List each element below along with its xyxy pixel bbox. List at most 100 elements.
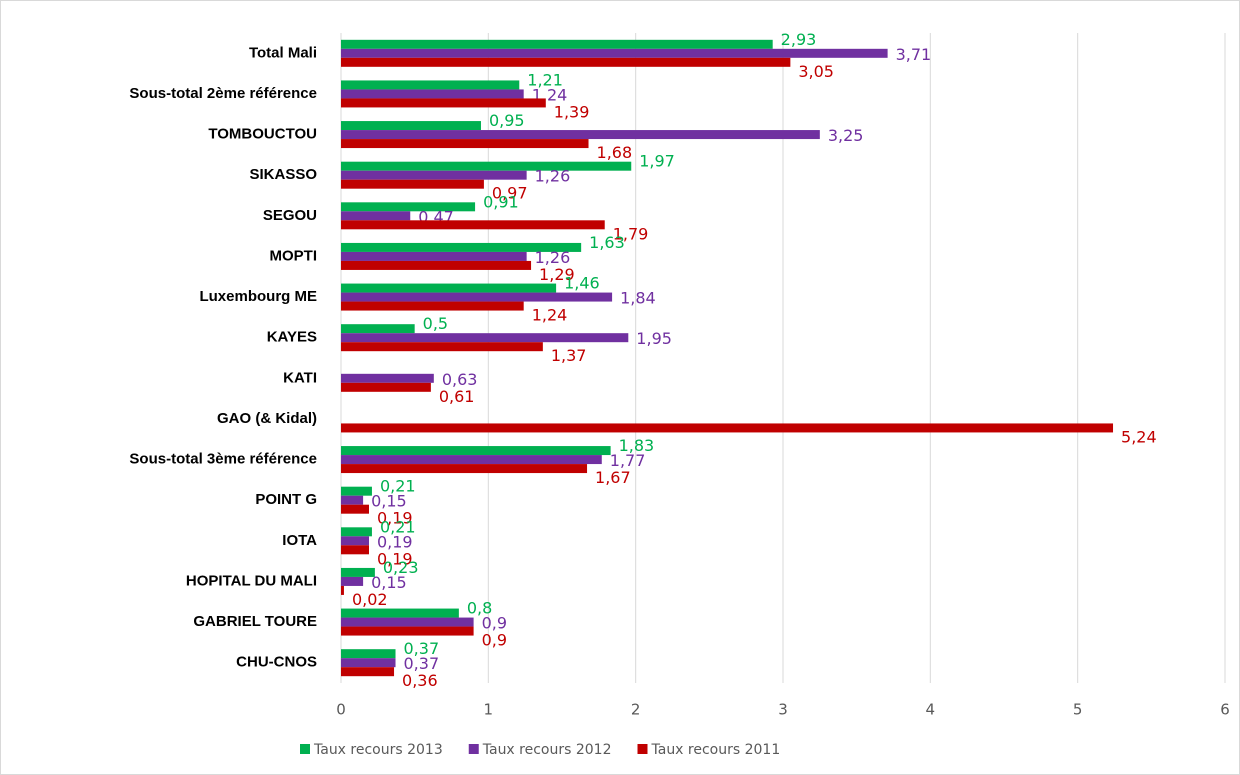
data-label: 1,37 [551, 346, 587, 365]
bar [341, 130, 820, 140]
bar [341, 576, 364, 586]
y-tick-label: GABRIEL TOURE [193, 613, 317, 630]
x-tick-label: 0 [336, 701, 346, 719]
x-tick-label: 3 [778, 701, 788, 719]
bar [341, 301, 524, 311]
bar [341, 39, 773, 49]
bar [341, 170, 527, 180]
data-label: 0,9 [482, 614, 507, 633]
bar [341, 527, 372, 537]
bar [341, 567, 375, 577]
data-label: 0,95 [489, 111, 525, 130]
bar [341, 382, 431, 392]
data-label: 3,05 [798, 62, 834, 81]
x-tick-label: 5 [1073, 701, 1083, 719]
y-tick-label: HOPITAL DU MALI [186, 572, 317, 589]
bar [341, 373, 434, 383]
data-label: 1,46 [564, 274, 600, 293]
data-label: 1,97 [639, 152, 675, 171]
bar [341, 423, 1114, 433]
bar [341, 211, 411, 221]
data-label: 1,39 [554, 102, 590, 121]
y-tick-label: KAYES [267, 329, 317, 346]
bar [341, 486, 372, 496]
data-label: 1,63 [589, 233, 625, 252]
y-tick-label: SIKASSO [249, 166, 317, 183]
bar [341, 324, 415, 334]
legend-label: Taux recours 2012 [482, 742, 612, 758]
y-tick-label: TOMBOUCTOU [208, 126, 317, 143]
bar [341, 121, 481, 131]
bar [341, 545, 369, 555]
data-label: 0,91 [483, 192, 519, 211]
bar [341, 89, 524, 99]
bar [341, 658, 396, 668]
bar [341, 48, 888, 58]
bar [341, 585, 344, 595]
data-label: 1,21 [527, 70, 563, 89]
data-label: 0,37 [404, 639, 440, 658]
bar [341, 455, 602, 465]
data-label: 1,84 [620, 289, 656, 308]
bar [341, 464, 588, 474]
bar [341, 649, 396, 659]
bar [341, 504, 369, 514]
data-label: 1,67 [595, 468, 631, 487]
data-label: 1,77 [610, 451, 646, 470]
bar [341, 220, 605, 230]
bar [341, 202, 476, 212]
data-label: 1,95 [636, 329, 672, 348]
bar [341, 342, 543, 352]
bar [341, 333, 629, 343]
y-tick-label: GAO (& Kidal) [217, 410, 317, 427]
legend-swatch [468, 744, 479, 754]
y-tick-label: IOTA [282, 532, 317, 549]
bar [341, 57, 791, 67]
bar [341, 495, 364, 505]
data-label: 0,21 [380, 477, 416, 496]
bar [341, 98, 546, 108]
bar [341, 80, 520, 90]
data-label: 5,24 [1121, 427, 1157, 446]
data-label: 0,5 [423, 314, 448, 333]
data-label: 1,26 [535, 248, 571, 267]
data-label: 0,9 [482, 631, 507, 650]
data-label: 3,71 [896, 45, 932, 64]
x-tick-label: 1 [484, 701, 494, 719]
data-label: 0,19 [377, 532, 413, 551]
x-tick-label: 4 [926, 701, 936, 719]
data-label: 0,63 [442, 370, 478, 389]
data-label: 2,93 [781, 30, 817, 49]
data-label: 1,79 [613, 224, 649, 243]
legend-swatch [300, 744, 310, 754]
data-label: 0,37 [404, 654, 440, 673]
bar [341, 251, 527, 261]
data-label: 0,15 [371, 573, 407, 592]
y-tick-label: Total Mali [249, 44, 317, 61]
data-label: 0,8 [467, 599, 492, 618]
bar [341, 242, 582, 252]
data-label: 1,29 [539, 265, 575, 284]
data-label: 0,15 [371, 492, 407, 511]
data-label: 0,23 [383, 558, 419, 577]
data-label: 0,19 [377, 549, 413, 568]
legend-swatch [637, 744, 648, 754]
legend-label: Taux recours 2013 [313, 742, 443, 758]
bar [341, 260, 532, 270]
data-label: 1,26 [535, 167, 571, 186]
y-tick-label: Sous-total 2ème référence [129, 85, 317, 102]
data-label: 0,02 [352, 590, 388, 609]
data-label: 0,36 [402, 671, 438, 690]
bar [341, 292, 613, 302]
x-tick-label: 6 [1220, 701, 1230, 719]
bar [341, 608, 459, 618]
bar [341, 283, 557, 293]
data-label: 3,25 [828, 126, 864, 145]
bar [341, 139, 589, 149]
bar [341, 161, 632, 171]
y-tick-label: Sous-total 3ème référence [129, 451, 317, 468]
bar [341, 179, 484, 189]
y-tick-label: SEGOU [263, 207, 317, 224]
bar [341, 667, 395, 677]
